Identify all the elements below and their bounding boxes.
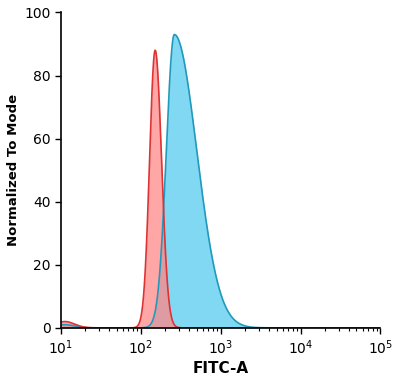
Y-axis label: Normalized To Mode: Normalized To Mode <box>7 94 20 246</box>
X-axis label: FITC-A: FITC-A <box>193 361 249 376</box>
